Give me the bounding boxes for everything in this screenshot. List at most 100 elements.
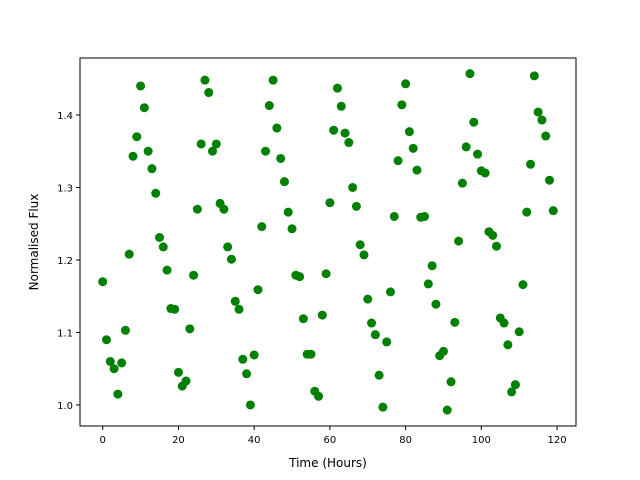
point xyxy=(404,127,414,137)
plot-frame xyxy=(79,57,577,427)
point xyxy=(219,204,229,214)
point xyxy=(257,222,267,232)
point xyxy=(469,117,479,127)
point xyxy=(359,250,369,260)
point xyxy=(393,156,403,166)
point xyxy=(196,139,206,149)
point xyxy=(238,354,248,364)
point xyxy=(287,224,297,234)
point xyxy=(438,346,448,356)
point xyxy=(473,149,483,159)
point xyxy=(208,146,218,156)
point xyxy=(397,100,407,110)
point xyxy=(158,242,168,252)
point xyxy=(544,175,554,185)
point xyxy=(155,233,165,243)
point xyxy=(136,81,146,91)
point xyxy=(370,330,380,340)
point xyxy=(507,387,517,397)
point xyxy=(295,272,305,282)
y-tick-label: 1.0 xyxy=(57,401,73,412)
point xyxy=(283,207,293,217)
point xyxy=(276,153,286,163)
point xyxy=(151,188,161,198)
x-tick-label: 60 xyxy=(324,435,337,446)
point xyxy=(378,402,388,412)
point xyxy=(234,304,244,314)
point xyxy=(181,376,191,386)
point xyxy=(420,211,430,221)
point xyxy=(200,75,210,85)
point xyxy=(170,304,180,314)
point xyxy=(132,132,142,142)
point xyxy=(491,241,501,251)
point xyxy=(510,380,520,390)
point xyxy=(461,142,471,152)
point xyxy=(533,107,543,117)
point xyxy=(325,198,335,208)
point xyxy=(450,317,460,327)
point xyxy=(192,204,202,214)
y-tick-label: 1.1 xyxy=(57,328,73,339)
point xyxy=(189,270,199,280)
point xyxy=(522,207,532,217)
x-tick-label: 120 xyxy=(548,435,567,446)
point xyxy=(332,83,342,93)
point xyxy=(173,367,183,377)
point xyxy=(321,269,331,279)
point xyxy=(249,350,259,360)
point xyxy=(139,103,149,113)
y-tick-label: 1.4 xyxy=(57,111,73,122)
point xyxy=(204,88,214,98)
point xyxy=(548,206,558,216)
point xyxy=(242,369,252,379)
point xyxy=(230,296,240,306)
point xyxy=(457,178,467,188)
point xyxy=(298,314,308,324)
point xyxy=(465,69,475,79)
x-tick-label: 80 xyxy=(399,435,412,446)
point xyxy=(329,125,339,135)
y-tick-label: 1.3 xyxy=(57,183,73,194)
point xyxy=(355,240,365,250)
x-tick-label: 20 xyxy=(172,435,185,446)
point xyxy=(389,211,399,221)
point xyxy=(98,277,108,287)
point xyxy=(385,287,395,297)
point xyxy=(272,123,282,133)
point xyxy=(412,165,422,175)
point xyxy=(348,182,358,192)
point xyxy=(279,177,289,187)
point xyxy=(226,254,236,264)
x-axis-label: Time (Hours) xyxy=(288,456,367,470)
point xyxy=(211,139,221,149)
point xyxy=(245,400,255,410)
point xyxy=(518,280,528,290)
point xyxy=(336,101,346,111)
point xyxy=(401,79,411,89)
point xyxy=(162,265,172,275)
point xyxy=(427,261,437,271)
point xyxy=(442,405,452,415)
point xyxy=(264,101,274,111)
point xyxy=(374,370,384,380)
point xyxy=(268,75,278,85)
point xyxy=(109,364,119,374)
x-tick-label: 40 xyxy=(248,435,261,446)
point xyxy=(185,324,195,334)
point xyxy=(408,143,418,153)
point xyxy=(526,159,536,169)
point xyxy=(340,128,350,138)
point xyxy=(113,389,123,399)
point xyxy=(537,115,547,125)
point xyxy=(529,71,539,81)
point xyxy=(120,325,130,335)
point xyxy=(147,164,157,174)
point xyxy=(488,230,498,240)
point xyxy=(423,279,433,289)
point xyxy=(351,201,361,211)
point xyxy=(382,337,392,347)
point xyxy=(117,358,127,368)
point xyxy=(105,356,115,366)
point xyxy=(446,377,456,387)
